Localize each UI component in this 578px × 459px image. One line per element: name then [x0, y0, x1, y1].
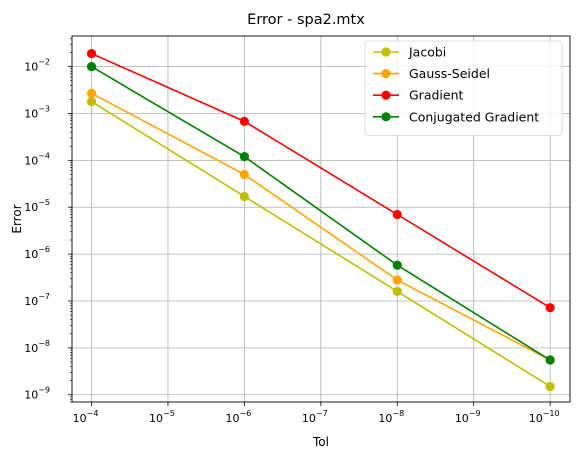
data-point [239, 169, 249, 180]
data-point [392, 260, 402, 270]
legend-box [364, 40, 563, 136]
legend-swatch-marker [381, 69, 391, 79]
data-point [86, 96, 97, 107]
legend-swatch-marker [381, 90, 391, 100]
y-tick-label: 10−9 [24, 386, 50, 402]
x-tick-label: 10−8 [378, 409, 404, 425]
legend-label: Conjugated Gradient [409, 109, 539, 124]
y-tick-label: 10−5 [24, 198, 50, 214]
x-tick-label: 10−5 [149, 409, 175, 425]
data-point [86, 48, 97, 59]
data-point [239, 116, 249, 126]
x-axis-label: Tol [312, 435, 329, 449]
chart-title: Error - spa2.mtx [247, 12, 365, 28]
y-axis-label: Error [10, 204, 24, 233]
data-point [86, 62, 97, 72]
series-gradient [86, 48, 555, 313]
data-point [86, 88, 97, 98]
series-line [91, 52, 551, 309]
legend-label: Gradient [409, 88, 464, 103]
legend: Jacobi Gauss-Seidel Gradient Conjugated Gra… [364, 40, 563, 136]
grid [72, 36, 570, 402]
y-tick-label: 10−7 [24, 292, 50, 308]
y-tick-label: 10−3 [24, 104, 50, 120]
x-tick-label: 10−6 [225, 409, 251, 425]
x-tick-label: 10−4 [73, 409, 99, 425]
y-tick-label: 10−2 [24, 58, 50, 74]
series-jacobi [86, 96, 555, 392]
x-tick-label: 10−9 [455, 409, 481, 425]
data-point [545, 381, 555, 392]
data-point [545, 355, 555, 365]
legend-entry: Conjugated Gradient [373, 109, 539, 124]
data-point [392, 286, 402, 297]
legend-entry: Gauss-Seidel [373, 66, 490, 81]
series-line [91, 65, 551, 361]
legend-swatch-marker [381, 47, 391, 57]
data-point [239, 152, 249, 162]
axis-ticks: 10−4 10−5 10−6 10−7 10−8 10−9 10−10 10−2 10−3 10−… [24, 38, 560, 425]
y-tick-label: 10−6 [24, 245, 50, 261]
data-point [392, 209, 402, 220]
series-line [91, 92, 551, 361]
series-line [91, 100, 551, 388]
legend-swatch-marker [381, 112, 391, 122]
data-point [239, 191, 249, 202]
legend-entry: Gradient [373, 88, 464, 103]
x-tick-label: 10−7 [302, 409, 328, 425]
x-tick-label: 10−10 [529, 409, 560, 425]
legend-entry: Jacobi [373, 45, 446, 60]
series-lines [86, 48, 555, 392]
y-tick-label: 10−8 [24, 339, 50, 355]
legend-label: Gauss-Seidel [409, 66, 490, 81]
y-tick-label: 10−4 [24, 151, 50, 167]
series-conjugated-gradient [86, 62, 555, 365]
legend-label: Jacobi [408, 45, 446, 60]
data-point [545, 303, 555, 313]
data-point [392, 275, 402, 285]
